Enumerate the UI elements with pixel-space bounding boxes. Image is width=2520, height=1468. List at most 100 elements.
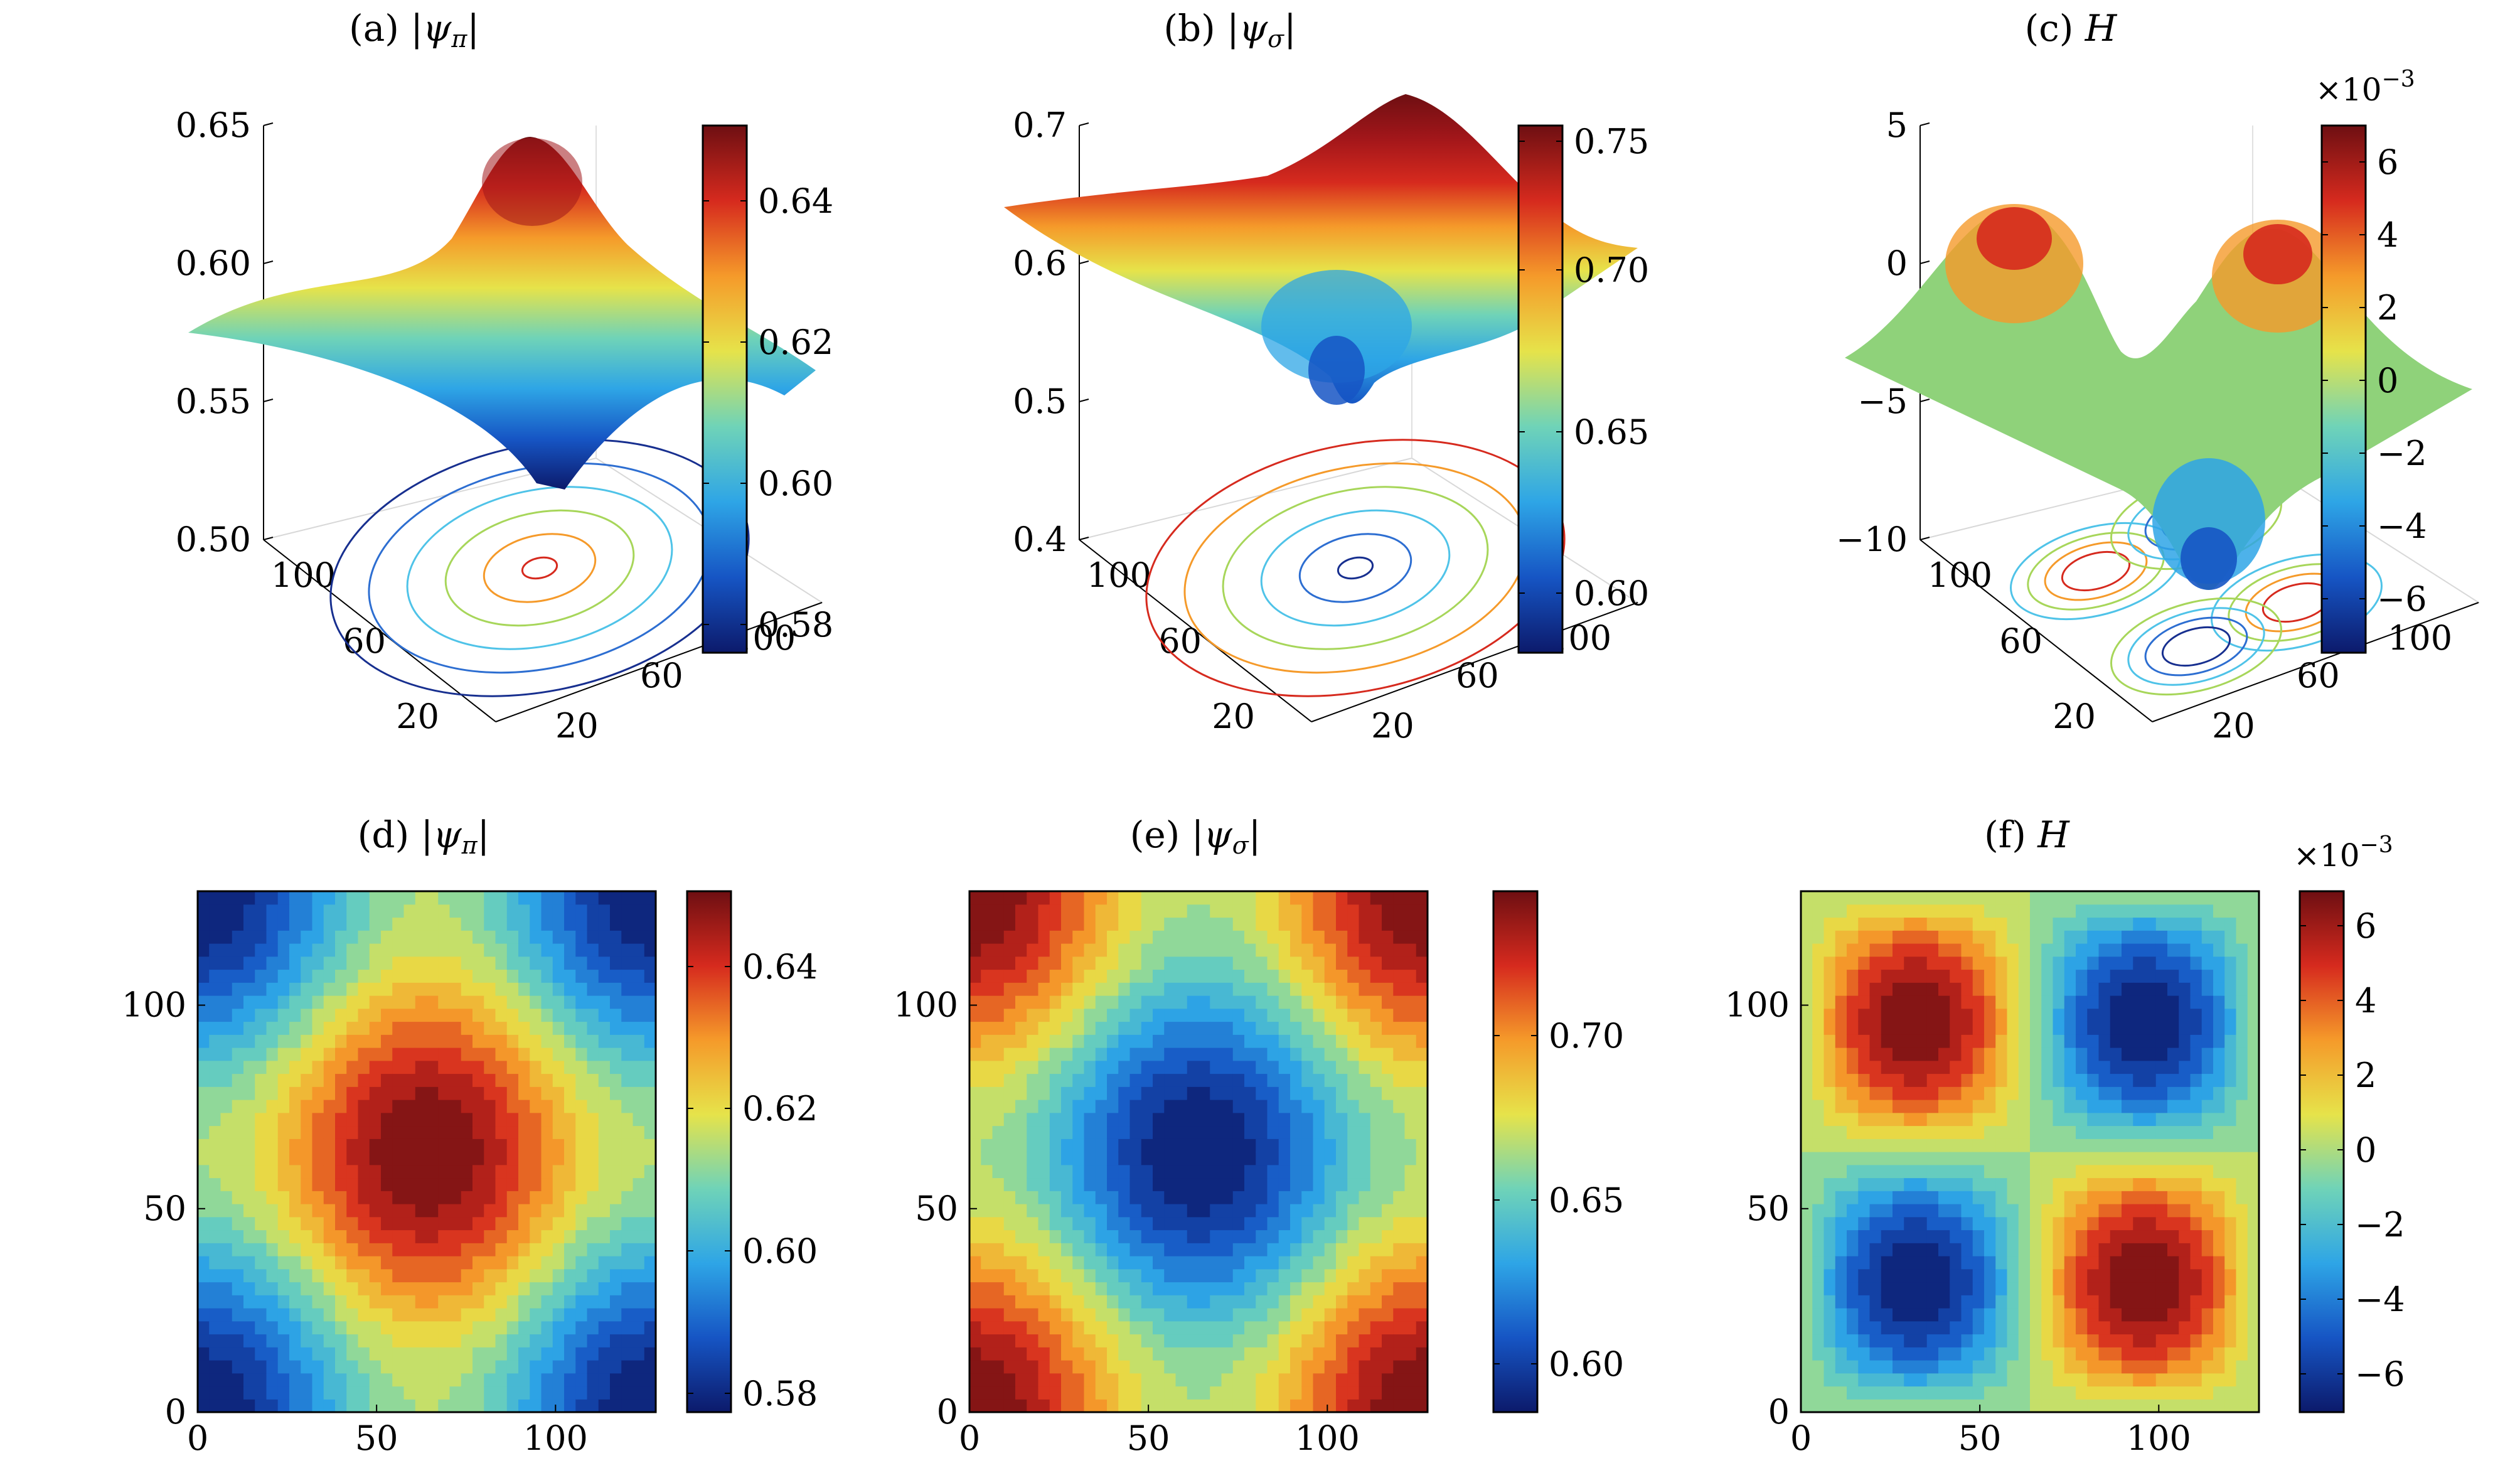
heatmap-cell <box>495 1060 508 1074</box>
heatmap-cell <box>1015 956 1027 970</box>
heatmap-cell <box>530 982 542 996</box>
heatmap-cell <box>575 1177 588 1191</box>
heatmap-cell <box>2053 891 2065 905</box>
heatmap-cell <box>381 1191 393 1204</box>
heatmap-cell <box>1210 1125 1222 1139</box>
heatmap-cell <box>369 1399 382 1413</box>
heatmap-cell <box>1038 1152 1050 1165</box>
heatmap-cell <box>1995 917 2008 931</box>
heatmap-cell <box>2167 891 2179 905</box>
heatmap-cell <box>2167 982 2179 996</box>
heatmap-cell <box>1926 1386 1939 1400</box>
heatmap-cell <box>1915 1112 1928 1127</box>
heatmap-cell <box>1232 1373 1245 1387</box>
heatmap-cell <box>209 1021 222 1035</box>
heatmap-cell <box>484 1308 496 1322</box>
heatmap-cell <box>1072 904 1085 918</box>
heatmap-cell <box>2064 1360 2076 1374</box>
panel-title: (c) H <box>2025 7 2118 50</box>
heatmap-cell <box>1336 1268 1348 1283</box>
heatmap-cell <box>2076 1373 2088 1387</box>
heatmap-cell <box>1095 1100 1108 1113</box>
heatmap-cell <box>1301 1204 1314 1218</box>
heatmap-cell <box>541 1295 553 1309</box>
heatmap-cell <box>1370 1177 1382 1191</box>
heatmap-cell <box>1278 1268 1291 1283</box>
heatmap-cell <box>1221 1230 1234 1243</box>
heatmap-cell <box>1972 1334 1985 1347</box>
heatmap-cell <box>1118 1060 1131 1074</box>
heatmap-cell <box>472 1256 484 1270</box>
heatmap-cell <box>621 1112 634 1127</box>
heatmap-cell <box>541 1125 553 1139</box>
heatmap-cell <box>1061 1334 1073 1347</box>
heatmap-cell <box>1336 1139 1348 1152</box>
heatmap-cell <box>301 1152 313 1165</box>
surface-dip-bottom <box>1308 336 1365 405</box>
heatmap-cell <box>255 1204 267 1218</box>
heatmap-cell <box>289 917 301 931</box>
heatmap-cell <box>541 891 553 905</box>
heatmap-cell <box>346 1152 359 1165</box>
heatmap-cell <box>2213 891 2225 905</box>
heatmap-cell <box>1881 1216 1893 1231</box>
heatmap-cell <box>1801 1334 1813 1347</box>
heatmap-cell <box>1187 1021 1199 1035</box>
heatmap-cell <box>1926 1282 1939 1295</box>
heatmap-cell <box>969 1191 981 1204</box>
heatmap-cell <box>2213 1282 2225 1295</box>
heatmap-cell <box>1244 943 1256 957</box>
heatmap-cell <box>1199 1347 1210 1361</box>
heatmap-cell <box>1972 1047 1985 1061</box>
heatmap-cell <box>1823 969 1836 983</box>
heatmap-cell <box>2201 1204 2214 1218</box>
heatmap-cell <box>1267 943 1279 957</box>
heatmap-cell <box>243 1334 255 1347</box>
heatmap-cell <box>2155 1008 2168 1022</box>
heatmap-cell <box>1267 904 1279 918</box>
x-tick-label: 60 <box>2297 656 2340 695</box>
heatmap-cell <box>255 969 267 983</box>
heatmap-cell <box>1382 891 1394 905</box>
heatmap-cell <box>1153 1308 1165 1322</box>
heatmap-cell <box>232 1073 244 1087</box>
heatmap-cell <box>220 956 233 970</box>
heatmap-cell <box>2018 1191 2031 1204</box>
heatmap-cell <box>2030 1204 2042 1218</box>
heatmap-cell <box>2190 1086 2202 1100</box>
heatmap-cell <box>530 943 542 957</box>
heatmap-cell <box>2018 1008 2031 1022</box>
heatmap-cell <box>2247 969 2260 983</box>
heatmap-cell <box>2007 1139 2019 1152</box>
heatmap-cell <box>266 1347 279 1361</box>
heatmap-cell <box>323 1204 336 1218</box>
heatmap-cell <box>981 1360 993 1374</box>
heatmap-cell <box>2224 1125 2237 1139</box>
heatmap-cell <box>369 1021 382 1035</box>
heatmap-cell <box>2155 1373 2168 1387</box>
heatmap-cell <box>2064 1100 2076 1113</box>
heatmap-cell <box>541 1060 553 1074</box>
heatmap-cell <box>1359 1256 1371 1270</box>
heatmap-cell <box>1893 1295 1904 1309</box>
heatmap-cell <box>2076 1347 2088 1361</box>
heatmap-cell <box>598 1125 611 1139</box>
heatmap-cell <box>2190 1386 2202 1400</box>
heatmap-cell <box>530 969 542 983</box>
heatmap-cell <box>633 1073 645 1087</box>
heatmap-cell <box>1404 891 1417 905</box>
heatmap-cell <box>1801 1268 1813 1283</box>
heatmap-cell <box>1347 1177 1360 1191</box>
heatmap-cell <box>495 1360 508 1374</box>
heatmap-cell <box>2133 917 2145 931</box>
heatmap-cell <box>346 1347 359 1361</box>
heatmap-cell <box>1107 1399 1119 1413</box>
contour-line <box>483 533 597 603</box>
heatmap-cell <box>346 982 359 996</box>
heatmap-cell <box>2110 1139 2122 1152</box>
heatmap-cell <box>1256 891 1268 905</box>
heatmap-cell <box>232 1047 244 1061</box>
heatmap-cell <box>403 1386 416 1400</box>
heatmap-cell <box>1072 1268 1085 1283</box>
x-tick-label: 0 <box>1790 1418 1812 1458</box>
